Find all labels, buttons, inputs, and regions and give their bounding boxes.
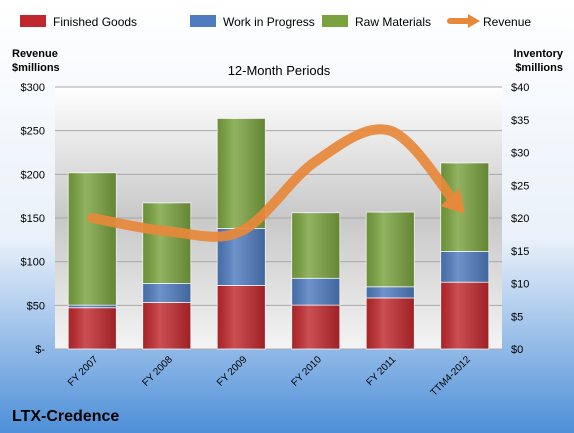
bar-shade bbox=[291, 305, 340, 349]
bar-shade bbox=[68, 172, 117, 306]
right-tick-label: $15 bbox=[511, 246, 529, 258]
right-tick-label: $25 bbox=[511, 180, 529, 192]
legend-label: Finished Goods bbox=[53, 15, 137, 29]
bar-shade bbox=[142, 302, 191, 349]
right-tick-label: $20 bbox=[511, 213, 529, 225]
left-tick-label: $- bbox=[35, 344, 45, 356]
bar-shade bbox=[366, 297, 415, 349]
legend-revenue-arrow-icon bbox=[468, 14, 480, 28]
left-tick-label: $100 bbox=[21, 257, 45, 269]
bar-shade bbox=[68, 307, 117, 349]
bar-shade bbox=[440, 251, 489, 283]
right-tick-label: $30 bbox=[511, 148, 529, 160]
right-tick-label: $10 bbox=[511, 279, 529, 291]
gridlines bbox=[55, 86, 502, 350]
legend-label: Revenue bbox=[483, 15, 531, 29]
right-tick-label: $0 bbox=[511, 344, 523, 356]
left-axis-title-line1: Revenue bbox=[12, 48, 58, 60]
bar-shade bbox=[440, 282, 489, 349]
bar-shade bbox=[291, 212, 340, 279]
bar-shade bbox=[366, 286, 415, 298]
legend-swatch bbox=[20, 15, 46, 27]
bars bbox=[67, 118, 490, 350]
left-tick-label: $250 bbox=[21, 126, 45, 138]
legend-swatch bbox=[322, 15, 348, 27]
chart-title: 12-Month Periods bbox=[228, 63, 331, 78]
left-tick-label: $150 bbox=[21, 213, 45, 225]
right-tick-label: $5 bbox=[511, 311, 523, 323]
revenue-line bbox=[87, 124, 462, 242]
bar-shade bbox=[142, 202, 191, 284]
bar-shade bbox=[366, 212, 415, 287]
bar-shade bbox=[68, 305, 117, 308]
left-axis-title-line2: $millions bbox=[12, 62, 60, 74]
revenue-arrow-head bbox=[440, 188, 465, 214]
legend-label: Work in Progress bbox=[223, 15, 315, 29]
left-tick-label: $50 bbox=[27, 300, 45, 312]
legend-label: Raw Materials bbox=[355, 15, 431, 29]
right-axis-title-line2: $millions bbox=[515, 62, 563, 74]
legend: Finished Goods Work in Progress Raw Materi… bbox=[20, 14, 531, 29]
bar-shade bbox=[217, 118, 266, 229]
revenue-line-group bbox=[87, 124, 465, 242]
company-name: LTX-Credence bbox=[12, 408, 119, 425]
bar-shade bbox=[291, 278, 340, 306]
left-tick-label: $200 bbox=[21, 169, 45, 181]
bar-shade bbox=[217, 285, 266, 349]
right-axis-title-line1: Inventory bbox=[513, 48, 563, 60]
right-tick-label: $40 bbox=[511, 82, 529, 94]
left-tick-label: $300 bbox=[21, 82, 45, 94]
legend-swatch bbox=[190, 15, 216, 27]
right-tick-label: $35 bbox=[511, 115, 529, 127]
bar-shade bbox=[142, 283, 191, 303]
